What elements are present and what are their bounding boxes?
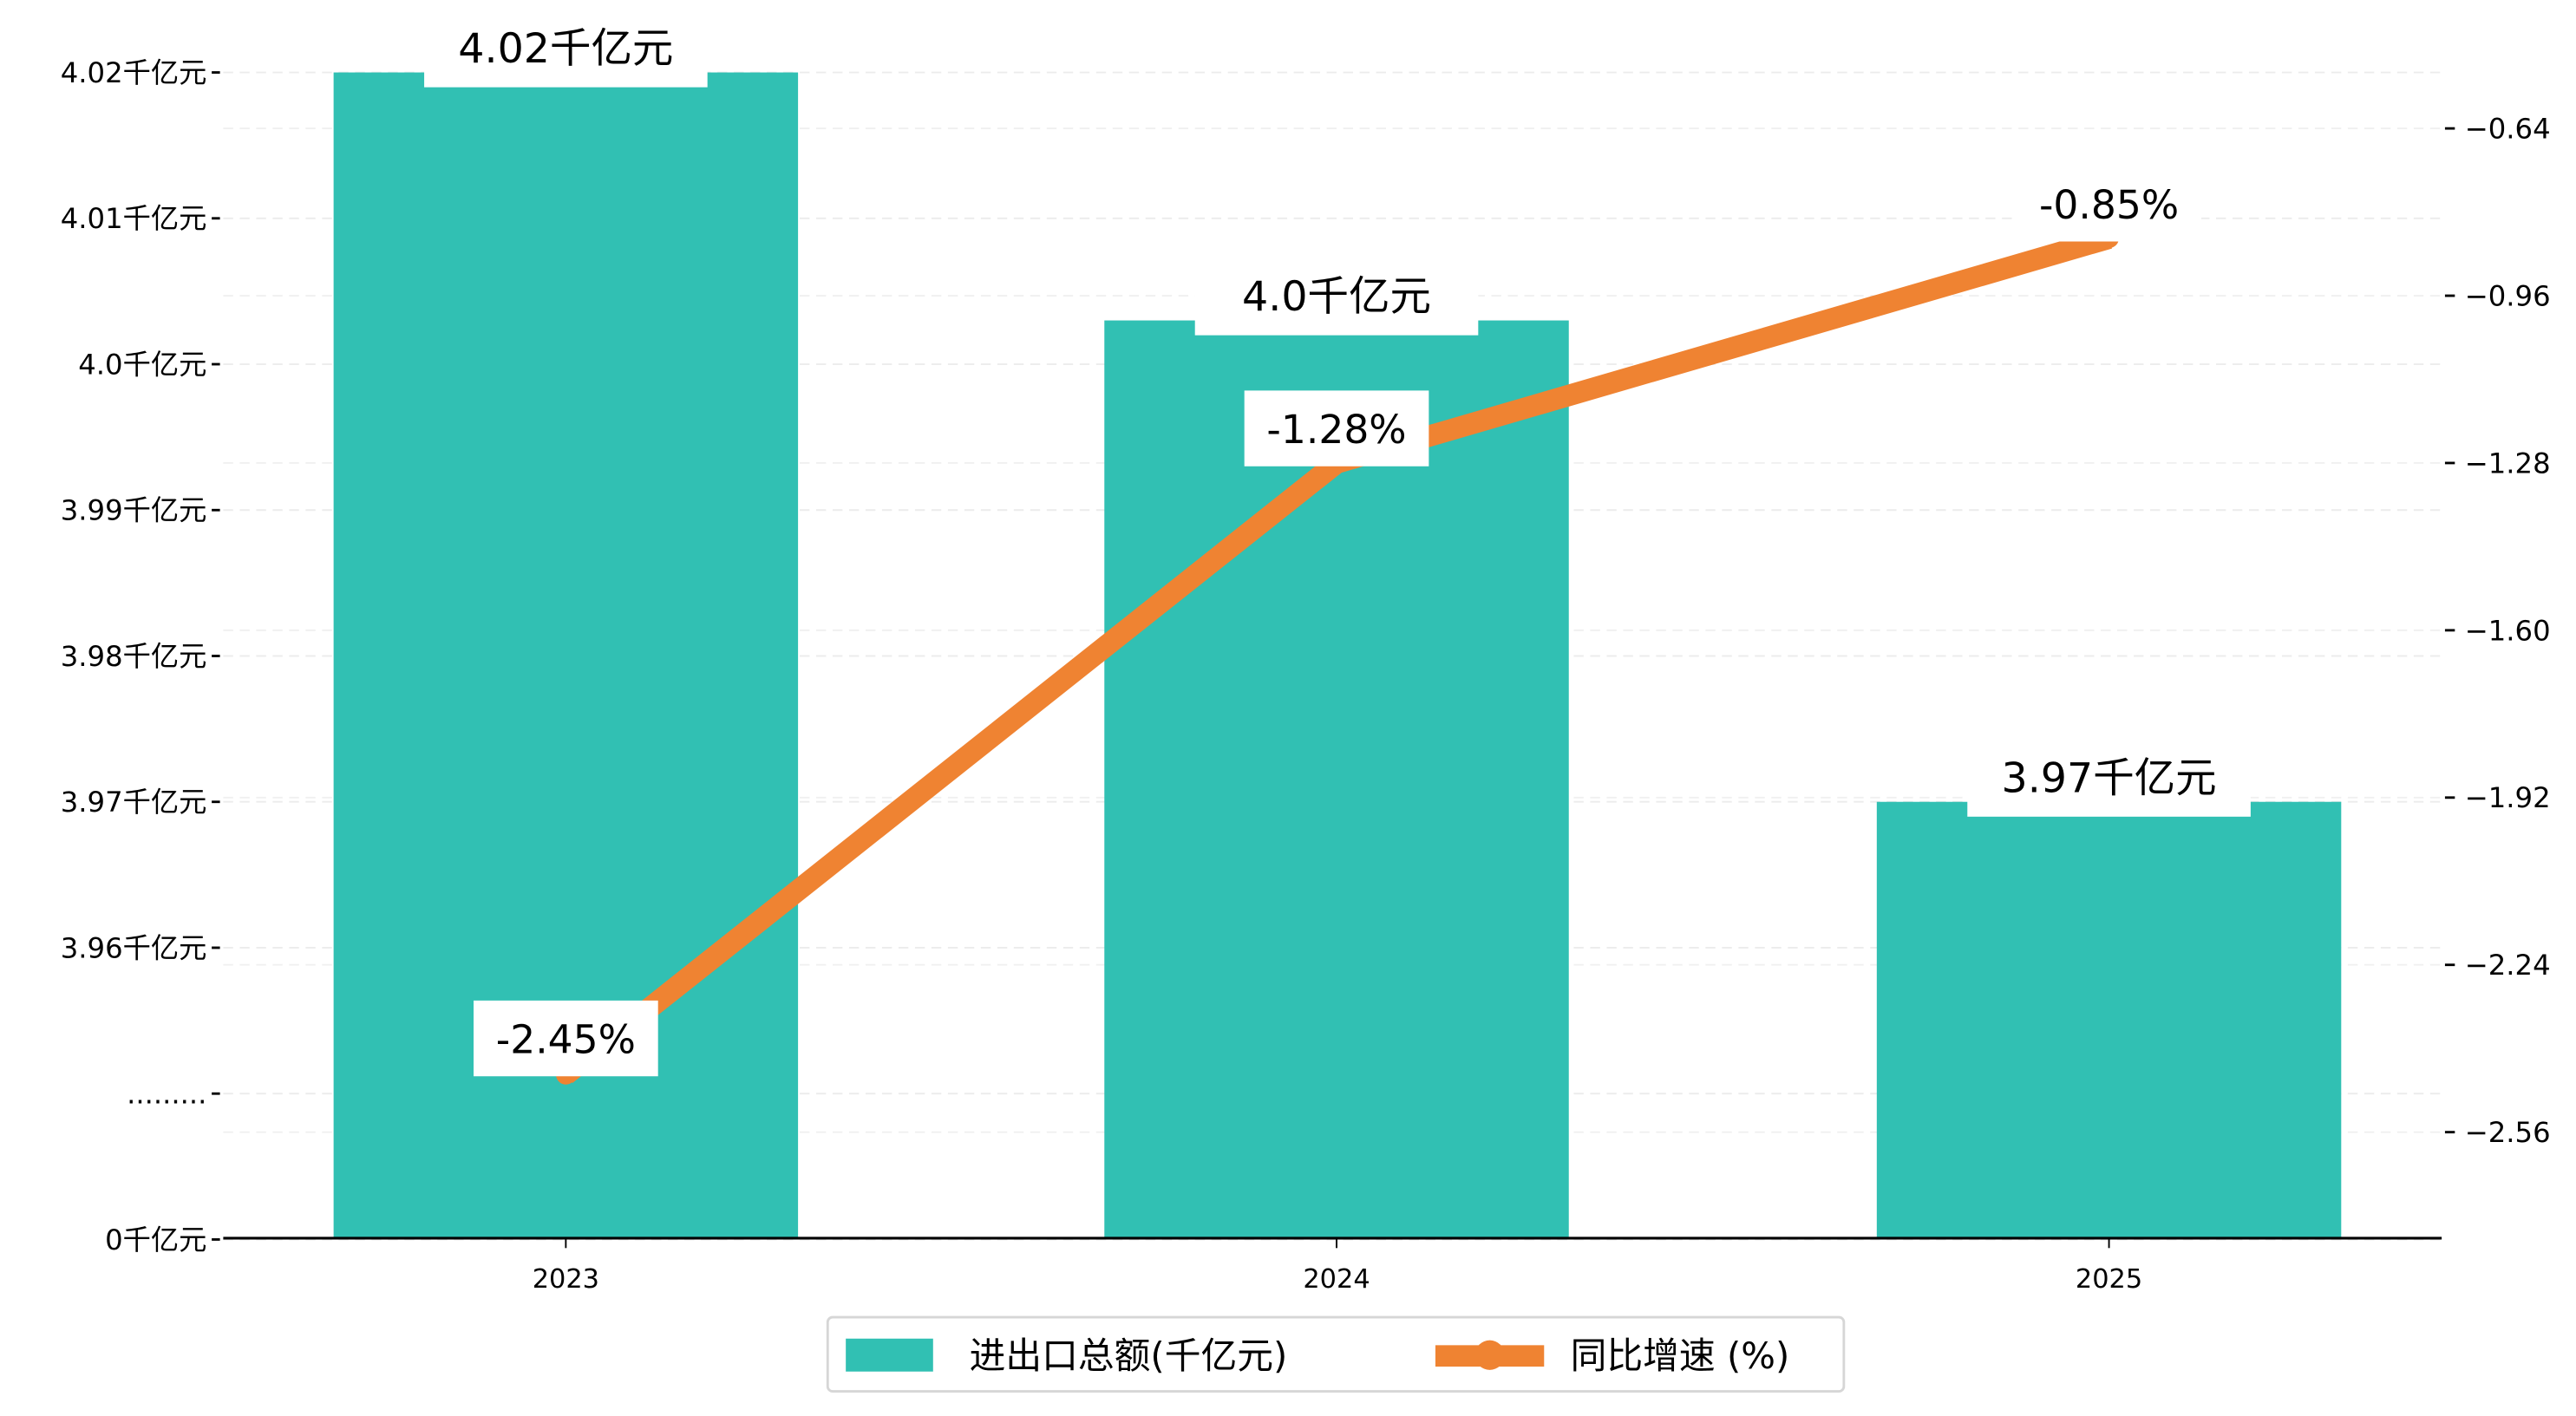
- right-tick-label: −2.24: [2465, 949, 2551, 982]
- axes: 2023 2024 2025 4.02千亿元 4.01千亿元 4.0千亿元 3.99千亿元 3…: [61, 56, 2551, 1295]
- bar-value-label: 4.02千亿元: [458, 25, 673, 73]
- bar-labels: 4.02千亿元 4.0千亿元 3.97千亿元: [424, 19, 2251, 817]
- line-value-label: -2.45%: [496, 1017, 636, 1063]
- left-tick-label: 3.97千亿元: [61, 786, 207, 819]
- left-tick-label: 4.0千亿元: [78, 348, 206, 381]
- right-tick-label: −0.64: [2465, 113, 2551, 146]
- right-tick-label: −2.56: [2465, 1116, 2551, 1149]
- left-tick-label: 3.99千亿元: [61, 494, 207, 527]
- bar-label-box: [1967, 748, 2251, 817]
- x-tick-label: 2025: [2076, 1264, 2142, 1295]
- legend: 进出口总额(千亿元) 同比增速 (%): [826, 1315, 1846, 1393]
- right-tick-label: −1.60: [2465, 614, 2551, 647]
- right-tick-label: −0.96: [2465, 279, 2551, 312]
- legend-line-label: 同比增速 (%): [1571, 1334, 1790, 1377]
- right-tick-label: −1.92: [2465, 781, 2551, 814]
- line-value-label: -1.28%: [1266, 407, 1406, 453]
- bar-label-box: [1194, 267, 1479, 336]
- legend-bar-label: 进出口总额(千亿元): [970, 1334, 1288, 1377]
- line-labels: -2.45% -1.28% -0.85%: [474, 166, 2201, 1077]
- line-label-box: [2017, 166, 2201, 242]
- left-tick-label: 4.02千亿元: [61, 56, 207, 89]
- left-tick-label: 3.98千亿元: [61, 640, 207, 673]
- line-value-label: -0.85%: [2039, 182, 2179, 228]
- left-tick-label: 3.96千亿元: [61, 931, 207, 964]
- bar-label-box: [424, 19, 708, 88]
- legend-bar-swatch: [846, 1338, 933, 1372]
- bar-value-label: 4.0千亿元: [1242, 273, 1431, 321]
- legend-line-marker: [1474, 1340, 1505, 1370]
- line-label-box: [474, 1000, 658, 1077]
- x-tick-label: 2023: [533, 1264, 599, 1295]
- x-tick-label: 2024: [1303, 1264, 1370, 1295]
- left-tick-label: .........: [127, 1078, 206, 1111]
- left-tick-label: 0千亿元: [105, 1224, 206, 1256]
- legend-frame: [826, 1315, 1846, 1393]
- bar-value-label: 3.97千亿元: [2002, 754, 2217, 802]
- right-tick-label: −1.28: [2465, 447, 2551, 480]
- left-tick-label: 4.01千亿元: [61, 202, 207, 235]
- bar-2025: [1876, 801, 2342, 1238]
- line-label-box: [1244, 390, 1429, 467]
